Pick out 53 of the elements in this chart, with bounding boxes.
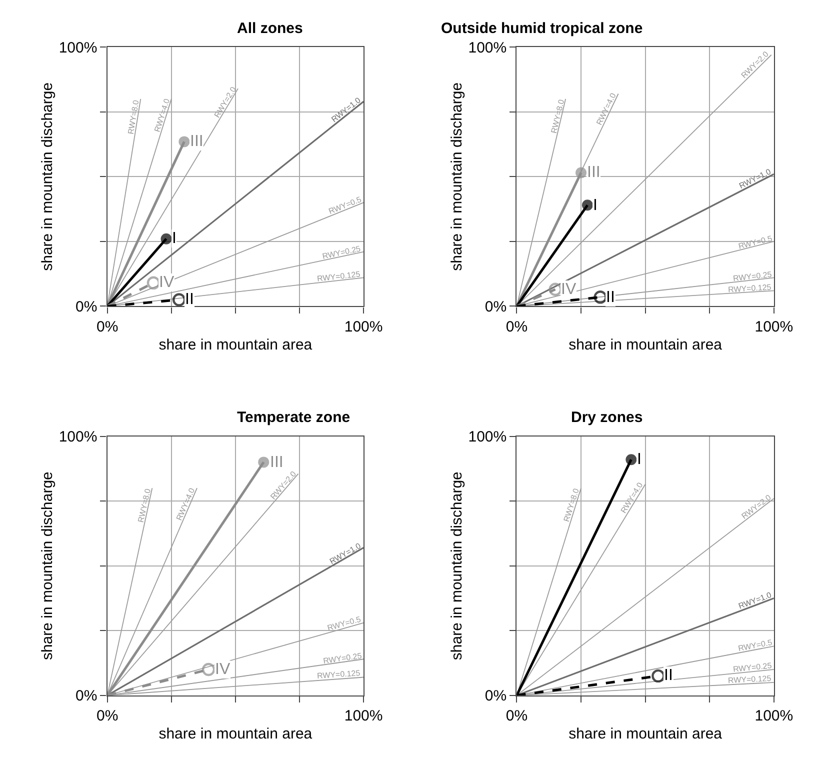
x-tick-label: 100% <box>754 318 794 336</box>
y-tick-label: 0% <box>484 298 507 316</box>
series-label: RWY=0.125 <box>316 668 361 681</box>
text: RWY=8.0 <box>126 98 141 135</box>
text: RWY=0.125 <box>316 270 362 284</box>
text: RWY=0.5 <box>737 638 774 654</box>
y-tick-label: 0% <box>76 298 98 316</box>
series-label: I <box>593 197 598 214</box>
series-label: II <box>606 289 615 306</box>
chart-title: Temperate zone <box>237 409 350 426</box>
x-axis-title: share in mountain area <box>568 336 723 354</box>
series-label: III <box>190 133 204 150</box>
text: RWY=0.25 <box>322 651 363 666</box>
series-label: IV <box>215 661 230 678</box>
series-label: II <box>185 291 194 308</box>
series-label: RWY=0.125 <box>728 282 772 294</box>
y-tick-label: 0% <box>76 688 98 705</box>
chart-title: Outside humid tropical zone <box>441 20 643 37</box>
y-axis-title: share in mountain discharge <box>448 82 466 271</box>
y-tick-label: 100% <box>468 39 507 56</box>
series-label: III <box>270 454 284 471</box>
y-axis-title: share in mountain discharge <box>39 82 56 271</box>
text: RWY=0.25 <box>732 661 773 674</box>
x-axis-title: share in mountain area <box>158 336 313 354</box>
text: RWY=0.25 <box>322 244 362 261</box>
x-axis-title: share in mountain area <box>158 726 313 742</box>
y-tick-label: 0% <box>484 688 507 705</box>
series-label: I <box>172 230 176 247</box>
y-tick-label: 100% <box>58 428 98 446</box>
x-axis-title: share in mountain area <box>568 726 723 742</box>
text: RWY=8.0 <box>136 487 153 524</box>
text: RWY=0.25 <box>732 270 773 284</box>
text: RWY=8.0 <box>549 98 566 134</box>
chart-title: Dry zones <box>571 409 643 426</box>
series-label: I <box>637 451 642 468</box>
y-tick-label: 100% <box>468 428 507 446</box>
chart-title: All zones <box>237 20 303 37</box>
text: RWY=0.5 <box>738 234 774 251</box>
series-label: III <box>587 164 600 181</box>
x-tick-label: 0% <box>506 708 528 724</box>
x-tick-label: 100% <box>754 708 794 724</box>
series-label: RWY=0.125 <box>728 674 772 686</box>
series-label: II <box>664 667 673 684</box>
x-tick-label: 0% <box>96 318 118 336</box>
series-label: IV <box>561 281 576 298</box>
y-axis-title: share in mountain discharge <box>39 472 56 660</box>
y-tick-label: 100% <box>58 39 98 56</box>
x-tick-label: 100% <box>344 708 383 724</box>
series-label: IV <box>159 274 174 291</box>
x-tick-label: 0% <box>96 708 118 724</box>
x-tick-label: 0% <box>506 318 528 336</box>
y-axis-title: share in mountain discharge <box>448 472 466 660</box>
x-tick-label: 100% <box>344 318 383 336</box>
